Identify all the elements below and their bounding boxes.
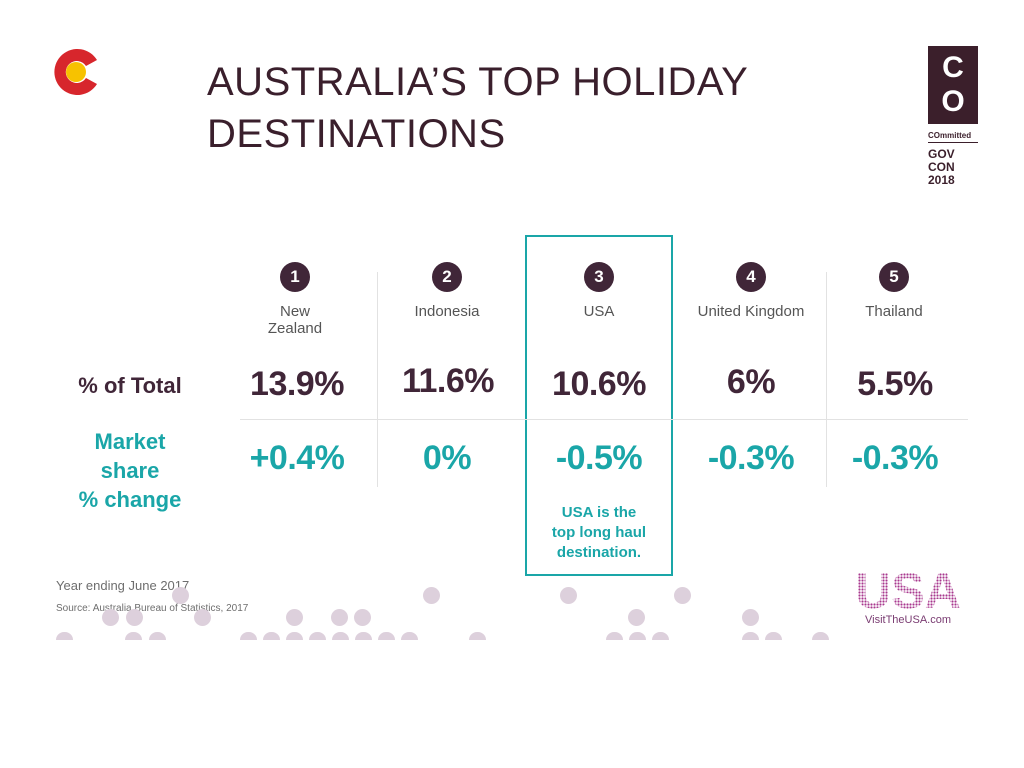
- rank-badge-4: 4: [736, 262, 766, 292]
- usa-callout: USA is the top long haul destination.: [530, 503, 668, 563]
- slide-title: AUSTRALIA’S TOP HOLIDAY DESTINATIONS: [207, 56, 748, 160]
- badge-rule: [928, 142, 978, 143]
- decorative-dot: [742, 632, 759, 640]
- decorative-dot: [812, 632, 829, 640]
- decorative-dot: [331, 609, 348, 626]
- rank-badge-5: 5: [879, 262, 909, 292]
- rank-badge-3: 3: [584, 262, 614, 292]
- decorative-dot: [674, 587, 691, 604]
- share-change-thailand: -0.3%: [851, 439, 939, 477]
- share-of-total-new-zealand: 13.9%: [250, 365, 344, 403]
- rank-badge-2: 2: [432, 262, 462, 292]
- country-name-3: USA: [583, 303, 615, 320]
- column-divider: [826, 272, 827, 487]
- decorative-dot: [286, 609, 303, 626]
- decorative-dot: [263, 632, 280, 640]
- co-block: C O: [928, 46, 978, 124]
- country-name-1: New Zealand: [220, 303, 370, 337]
- row-label-market-share-change: Market share % change: [60, 427, 200, 514]
- share-of-total-united-kingdom: 6%: [726, 363, 776, 401]
- decorative-dot: [125, 632, 142, 640]
- decorative-dot: [126, 609, 143, 626]
- footnote-period: Year ending June 2017: [56, 578, 190, 593]
- row-label-line-3: % change: [78, 487, 182, 512]
- decorative-dot: [354, 609, 371, 626]
- share-change-new-zealand: +0.4%: [249, 439, 345, 477]
- country-name-1-line-1: New: [279, 303, 310, 320]
- decorative-dot: [309, 632, 326, 640]
- decorative-dot: [469, 632, 486, 640]
- decorative-dot: [765, 632, 782, 640]
- share-of-total-indonesia: 11.6%: [401, 362, 495, 400]
- gov-con-badge: C O COmmitted GOV CON 2018: [928, 46, 978, 187]
- decorative-dot: [332, 632, 349, 640]
- co-letter-c: C: [942, 51, 964, 84]
- decorative-dot: [652, 632, 669, 640]
- decorative-dot: [560, 587, 577, 604]
- decorative-dot: [194, 609, 211, 626]
- country-name-4: United Kingdom: [697, 303, 805, 320]
- decorative-dot: [286, 632, 303, 640]
- country-name-1-line-2: Zealand: [267, 320, 323, 337]
- decorative-dot: [56, 632, 73, 640]
- colorado-logo-icon: [54, 49, 97, 95]
- co-letter-o: O: [941, 85, 965, 118]
- badge-tagline: COmmitted: [928, 131, 972, 140]
- decorative-dot: [149, 632, 166, 640]
- callout-line-2: top long haul: [551, 524, 647, 541]
- column-divider: [377, 272, 378, 487]
- share-of-total-usa: 10.6%: [552, 365, 646, 403]
- share-of-total-thailand: 5.5%: [857, 365, 933, 403]
- decorative-dot: [378, 632, 395, 640]
- share-change-united-kingdom: -0.3%: [707, 439, 795, 477]
- title-line-1: AUSTRALIA’S TOP HOLIDAY: [207, 60, 749, 104]
- rank-badge-1: 1: [280, 262, 310, 292]
- callout-line-3: destination.: [556, 544, 642, 561]
- footnote-source: Source: Australia Bureau of Statistics, …: [56, 603, 249, 614]
- visit-usa-url: VisitTheUSA.com: [865, 614, 951, 626]
- title-line-2: DESTINATIONS: [207, 112, 506, 156]
- decorative-dot: [742, 609, 759, 626]
- country-name-5: Thailand: [865, 303, 923, 320]
- decorative-dot: [628, 609, 645, 626]
- row-divider: [240, 419, 968, 420]
- share-change-indonesia: 0%: [422, 439, 472, 477]
- decorative-dot: [355, 632, 372, 640]
- row-label-line-1: Market: [94, 429, 166, 454]
- usa-logo-icon: USA: [855, 564, 961, 612]
- country-name-2: Indonesia: [414, 303, 480, 320]
- decorative-dot: [629, 632, 646, 640]
- decorative-dot: [240, 632, 257, 640]
- badge-event-line-1: GOV: [928, 147, 955, 161]
- usa-wordmark: USA: [855, 564, 961, 612]
- decorative-dot: [606, 632, 623, 640]
- share-change-usa: -0.5%: [555, 439, 643, 477]
- decorative-dot: [102, 609, 119, 626]
- decorative-dot: [423, 587, 440, 604]
- badge-event-line-2: CON: [928, 160, 955, 174]
- badge-event-line-3: 2018: [928, 173, 955, 187]
- usa-highlight-box: [525, 235, 673, 576]
- decorative-dot: [172, 587, 189, 604]
- row-label-line-2: share: [100, 458, 160, 483]
- row-label-share-of-total: % of Total: [78, 373, 182, 398]
- decorative-dot: [401, 632, 418, 640]
- callout-line-1: USA is the: [561, 504, 637, 521]
